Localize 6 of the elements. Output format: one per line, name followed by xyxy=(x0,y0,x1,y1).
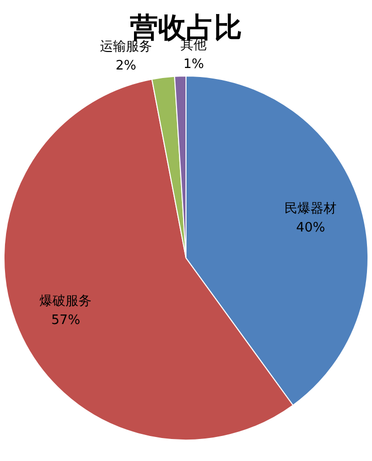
data-label: 1% xyxy=(183,56,204,72)
slice-label: 民爆器材 xyxy=(284,202,337,217)
data-label: 40% xyxy=(296,220,326,236)
data-label: 57% xyxy=(51,313,80,328)
data-label: 2% xyxy=(116,58,136,74)
slice-label: 爆破服务 xyxy=(40,294,92,310)
